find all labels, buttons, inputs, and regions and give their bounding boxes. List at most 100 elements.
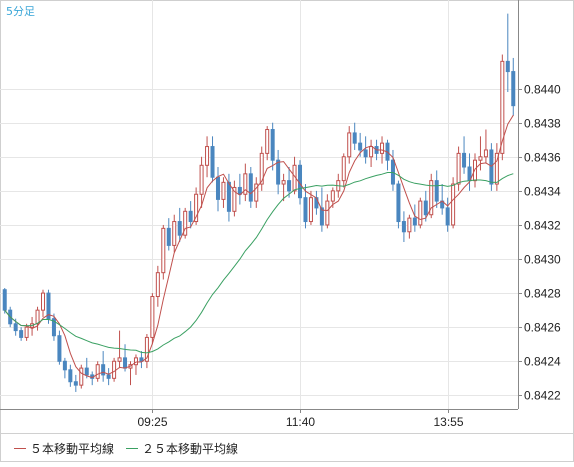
candle-body-down <box>248 173 253 202</box>
ma5-swatch <box>14 448 26 449</box>
candle-body-up <box>221 181 226 200</box>
candle-body-down <box>62 360 67 371</box>
candle-body-up <box>232 186 237 212</box>
candle-body-up <box>205 146 210 166</box>
candle-body-up <box>133 357 138 366</box>
candle-body-up <box>144 336 149 362</box>
candle-body-down <box>73 381 78 386</box>
candle-body-down <box>19 330 24 338</box>
candle-body-up <box>380 142 385 154</box>
candle-body-down <box>412 217 417 226</box>
y-tick-label: 0.8438 <box>524 117 561 131</box>
candle-body-down <box>57 335 62 362</box>
y-tick-label: 0.8428 <box>524 287 561 301</box>
candle-body-up <box>308 197 313 223</box>
candle-body-up <box>95 364 100 379</box>
candle-body-up <box>254 183 259 202</box>
candle-body-up <box>117 357 122 362</box>
candle-body-down <box>434 180 439 202</box>
candle-body-down <box>51 318 56 337</box>
candle-body-up <box>259 152 264 185</box>
candle-body-up <box>500 60 505 154</box>
candle-body-down <box>401 221 406 233</box>
candle-body-up <box>79 367 84 386</box>
ma25-line <box>4 172 514 354</box>
candle-body-up <box>194 193 199 223</box>
candle-body-down <box>511 71 516 107</box>
candle-body-down <box>166 227 171 246</box>
y-tick-label: 0.8426 <box>524 321 561 335</box>
y-tick-label: 0.8434 <box>524 185 561 199</box>
candle-body-down <box>101 364 106 376</box>
candle-body-up <box>24 326 29 338</box>
candle-body-up <box>341 156 346 182</box>
candle-body-down <box>106 374 111 379</box>
candle-body-up <box>369 146 374 158</box>
candle-body-down <box>210 146 215 178</box>
x-tick-label: 09:25 <box>137 415 167 429</box>
candle-body-down <box>287 180 292 192</box>
legend-item-ma5: ５本移動平均線 <box>14 440 114 457</box>
candle-body-down <box>423 200 428 216</box>
candle-body-up <box>330 190 335 202</box>
legend-item-ma25: ２５本移動平均線 <box>126 440 238 457</box>
candle-body-up <box>265 129 270 154</box>
candle-body-down <box>177 221 182 236</box>
y-tick-label: 0.8440 <box>524 83 561 97</box>
candle-body-down <box>237 186 242 195</box>
candle-body-up <box>183 210 188 236</box>
candle-body-down <box>396 183 401 223</box>
candle-body-down <box>352 132 357 144</box>
candle-body-down <box>226 181 231 212</box>
legend-label-ma25: ２５本移動平均線 <box>142 442 239 456</box>
legend-label-ma5: ５本移動平均線 <box>30 442 115 456</box>
y-tick-label: 0.8424 <box>524 355 561 369</box>
candle-body-down <box>270 129 275 161</box>
y-tick-label: 0.8432 <box>524 219 561 233</box>
candle-body-down <box>215 176 220 200</box>
ma5-line <box>4 114 514 379</box>
candle-body-down <box>84 367 89 376</box>
chart-legend: ５本移動平均線 ２５本移動平均線 <box>14 440 250 457</box>
timeframe-label: 5分足 <box>6 5 35 18</box>
candle-body-down <box>489 149 494 185</box>
candle-body-down <box>303 197 308 223</box>
candle-body-up <box>199 164 204 195</box>
candle-body-up <box>112 360 117 379</box>
x-tick-label: 13:55 <box>433 415 463 429</box>
candle-body-down <box>363 149 368 158</box>
candle-body-down <box>358 142 363 151</box>
candle-body-down <box>462 152 467 168</box>
candle-body-down <box>2 289 7 311</box>
candle-body-up <box>407 217 412 233</box>
candle-body-up <box>347 132 352 158</box>
candle-body-down <box>13 323 18 332</box>
candle-body-up <box>281 180 286 185</box>
candle-body-up <box>150 296 155 338</box>
ma25-swatch <box>126 448 139 449</box>
candle-body-down <box>139 357 144 362</box>
candle-body-up <box>161 227 166 274</box>
candle-body-down <box>46 292 51 320</box>
candle-body-up <box>429 180 434 216</box>
candle-body-up <box>478 156 483 161</box>
candle-body-down <box>319 207 324 226</box>
candle-body-down <box>445 207 450 226</box>
y-tick-label: 0.8422 <box>524 389 561 403</box>
candle-body-up <box>172 221 177 246</box>
candle-body-down <box>68 369 73 383</box>
candle-body-up <box>494 152 499 185</box>
candle-body-up <box>418 200 423 226</box>
candle-body-up <box>35 309 40 325</box>
candle-body-up <box>243 173 248 195</box>
candle-body-up <box>451 183 456 226</box>
candle-body-up <box>41 292 46 311</box>
candle-body-up <box>155 272 160 298</box>
x-tick-label: 11:40 <box>286 415 315 429</box>
candle-body-up <box>325 200 330 226</box>
candle-body-down <box>505 60 510 73</box>
candle-body-down <box>123 357 128 369</box>
